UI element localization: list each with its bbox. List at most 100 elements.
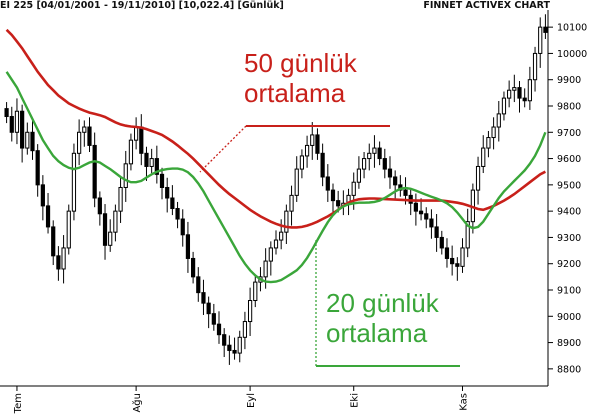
chart-header-info: EI 225 [04/01/2001 - 19/11/2010] [10,022… xyxy=(0,0,284,11)
candle-body xyxy=(247,300,253,323)
candle-body xyxy=(532,52,538,81)
y-tick-label: 9400 xyxy=(557,207,581,218)
ma20-line xyxy=(5,71,547,284)
candle-body xyxy=(279,231,284,241)
candle-body xyxy=(253,281,258,302)
y-tick-label: 9900 xyxy=(557,75,581,86)
candle-body xyxy=(367,152,372,160)
candle-body xyxy=(149,158,154,167)
candle-body xyxy=(310,134,315,146)
candle-body xyxy=(185,234,191,259)
y-tick-label: 10100 xyxy=(557,23,587,34)
y-tick-label: 9300 xyxy=(557,233,581,244)
candle-body xyxy=(154,158,159,175)
candle-body xyxy=(175,208,180,220)
candle-body xyxy=(263,260,268,278)
annotation-pointers xyxy=(199,125,460,367)
candle-body xyxy=(439,236,444,249)
candle-body xyxy=(170,197,175,210)
y-tick-label: 9100 xyxy=(557,286,581,297)
x-tick-label: Eyl xyxy=(246,393,257,408)
candle-body xyxy=(216,323,222,336)
candle-body xyxy=(51,226,56,257)
candle-body xyxy=(9,116,14,133)
candle-body xyxy=(4,108,9,118)
candle-body xyxy=(527,79,532,102)
candle-body xyxy=(35,150,40,186)
y-tick-label: 8900 xyxy=(557,338,581,349)
candle-body xyxy=(108,231,113,246)
candle-body xyxy=(123,163,128,188)
candle-body xyxy=(418,210,424,215)
y-tick-label: 8800 xyxy=(557,364,581,375)
candle-body xyxy=(304,144,310,157)
candle-body xyxy=(40,184,45,207)
candle-body xyxy=(159,173,165,188)
candle-body xyxy=(201,292,206,304)
candle-body xyxy=(543,26,548,33)
candle-body xyxy=(356,168,362,183)
x-tick-label: Ağu xyxy=(131,393,143,413)
candle-body xyxy=(139,126,144,154)
candle-body xyxy=(14,110,20,133)
candle-body xyxy=(403,189,408,196)
y-tick-label: 9700 xyxy=(557,128,581,139)
y-tick-label: 9800 xyxy=(557,102,581,113)
candle-body xyxy=(118,186,123,212)
candle-body xyxy=(361,158,367,170)
ma50-annotation-line1: 50 günlük xyxy=(244,48,357,78)
candle-body xyxy=(45,205,51,228)
candle-body xyxy=(429,218,434,228)
ma50-annotation-pointer xyxy=(199,125,247,173)
candle-body xyxy=(144,152,149,167)
candle-body xyxy=(56,255,61,270)
candle-body xyxy=(320,152,325,178)
candle-body xyxy=(232,349,237,354)
candle-body xyxy=(227,344,232,351)
candle-body xyxy=(222,334,227,346)
candle-body xyxy=(496,113,501,128)
candle-body xyxy=(268,247,273,262)
candle-body xyxy=(134,126,139,141)
y-tick-label: 9000 xyxy=(557,312,581,323)
candle-body xyxy=(165,186,170,199)
y-axis: 8800 8900 9000 9100 9200 9300 9400 9500 9600 9700… xyxy=(547,10,587,386)
x-axis: Tem Ağu Eyl Eki Kas xyxy=(0,385,548,414)
candle-body xyxy=(196,276,201,294)
y-tick-label: 9500 xyxy=(557,180,581,191)
candle-body xyxy=(20,110,25,149)
y-tick-label: 10000 xyxy=(557,49,587,60)
candle-body xyxy=(481,147,486,167)
candle-body xyxy=(242,321,248,338)
candle-body xyxy=(517,87,522,99)
candle-body xyxy=(315,134,320,154)
candle-body xyxy=(351,181,356,196)
x-tick-label: Kas xyxy=(459,393,470,411)
candle-body xyxy=(522,97,527,102)
x-tick-label: Eki xyxy=(350,393,361,408)
candle-body xyxy=(512,87,517,91)
candle-body xyxy=(294,168,299,196)
ma20-annotation-line2: ortalama xyxy=(326,318,428,348)
candle-body xyxy=(434,226,439,238)
candle-body xyxy=(25,131,30,149)
candle-body xyxy=(211,313,216,325)
candle-body xyxy=(382,158,387,170)
candle-body xyxy=(444,247,450,259)
candle-body xyxy=(460,247,465,267)
candle-body xyxy=(77,131,82,154)
candle-body xyxy=(325,176,330,191)
x-tick-label: Tem xyxy=(13,393,24,414)
candle-body xyxy=(206,302,211,315)
candle-body xyxy=(475,165,481,191)
candle-body xyxy=(289,194,294,212)
candle-body xyxy=(424,213,429,220)
ma50-annotation: 50 günlük ortalama xyxy=(244,48,357,108)
y-tick-label: 9200 xyxy=(557,259,581,270)
candle-body xyxy=(61,247,66,270)
candle-body xyxy=(538,26,543,54)
candle-body xyxy=(30,131,35,152)
candle-body xyxy=(66,210,71,249)
